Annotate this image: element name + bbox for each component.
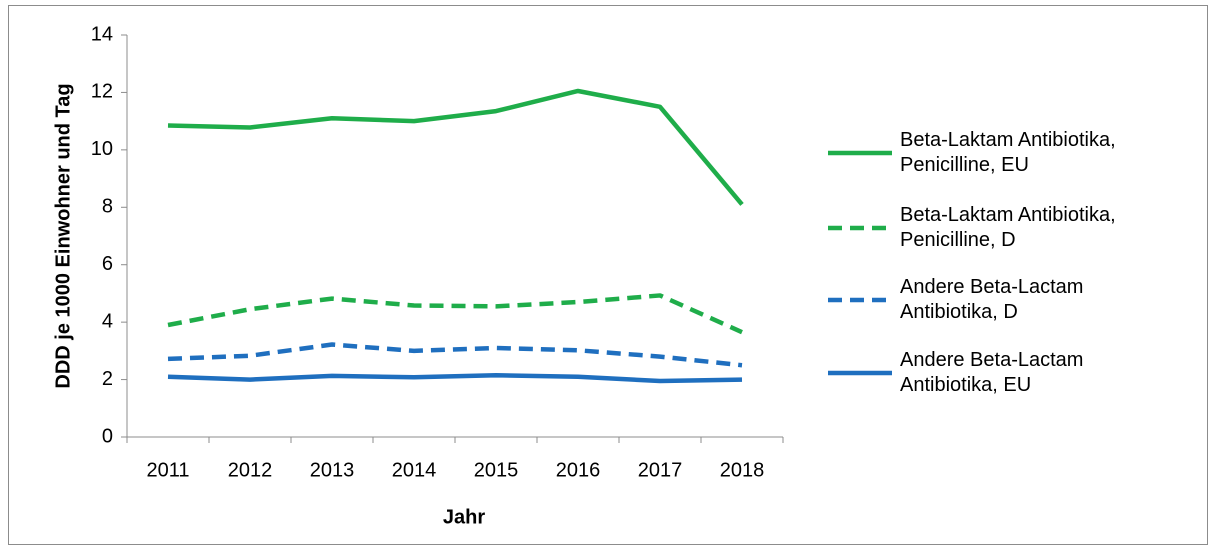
y-tick-label: 8 [102,196,113,218]
y-tick-label: 0 [102,425,113,447]
y-axis-label: DDD je 1000 Einwohner und Tag [52,83,74,388]
y-tick-label: 6 [102,253,113,275]
y-tick-label: 4 [102,310,113,332]
x-tick-label: 2011 [146,459,189,481]
chart-border [8,5,1208,545]
y-tick-label: 12 [91,81,113,103]
legend-label: Beta-Laktam Antibiotika, Penicilline, D [900,204,1116,251]
x-tick-label: 2018 [720,459,765,481]
series-line [167,293,743,335]
y-tick-label: 14 [91,23,113,45]
series-line [167,373,743,384]
legend-label: Andere Beta-Lactam Antibiotika, EU [900,349,1084,396]
x-tick-label: 2017 [638,459,683,481]
series-line [167,88,744,206]
y-tick-label: 2 [102,368,113,390]
x-tick-label: 2016 [556,459,601,481]
x-tick-label: 2015 [474,459,519,481]
y-tick-label: 10 [91,138,113,160]
x-axis-label: Jahr [443,506,485,528]
x-tick-label: 2013 [310,459,355,481]
series-line [167,342,743,368]
x-tick-label: 2012 [228,459,273,481]
x-tick-label: 2014 [392,459,437,481]
legend-label: Beta-Laktam Antibiotika, Penicilline, EU [900,129,1116,176]
legend-label: Andere Beta-Lactam Antibiotika, D [900,276,1084,323]
